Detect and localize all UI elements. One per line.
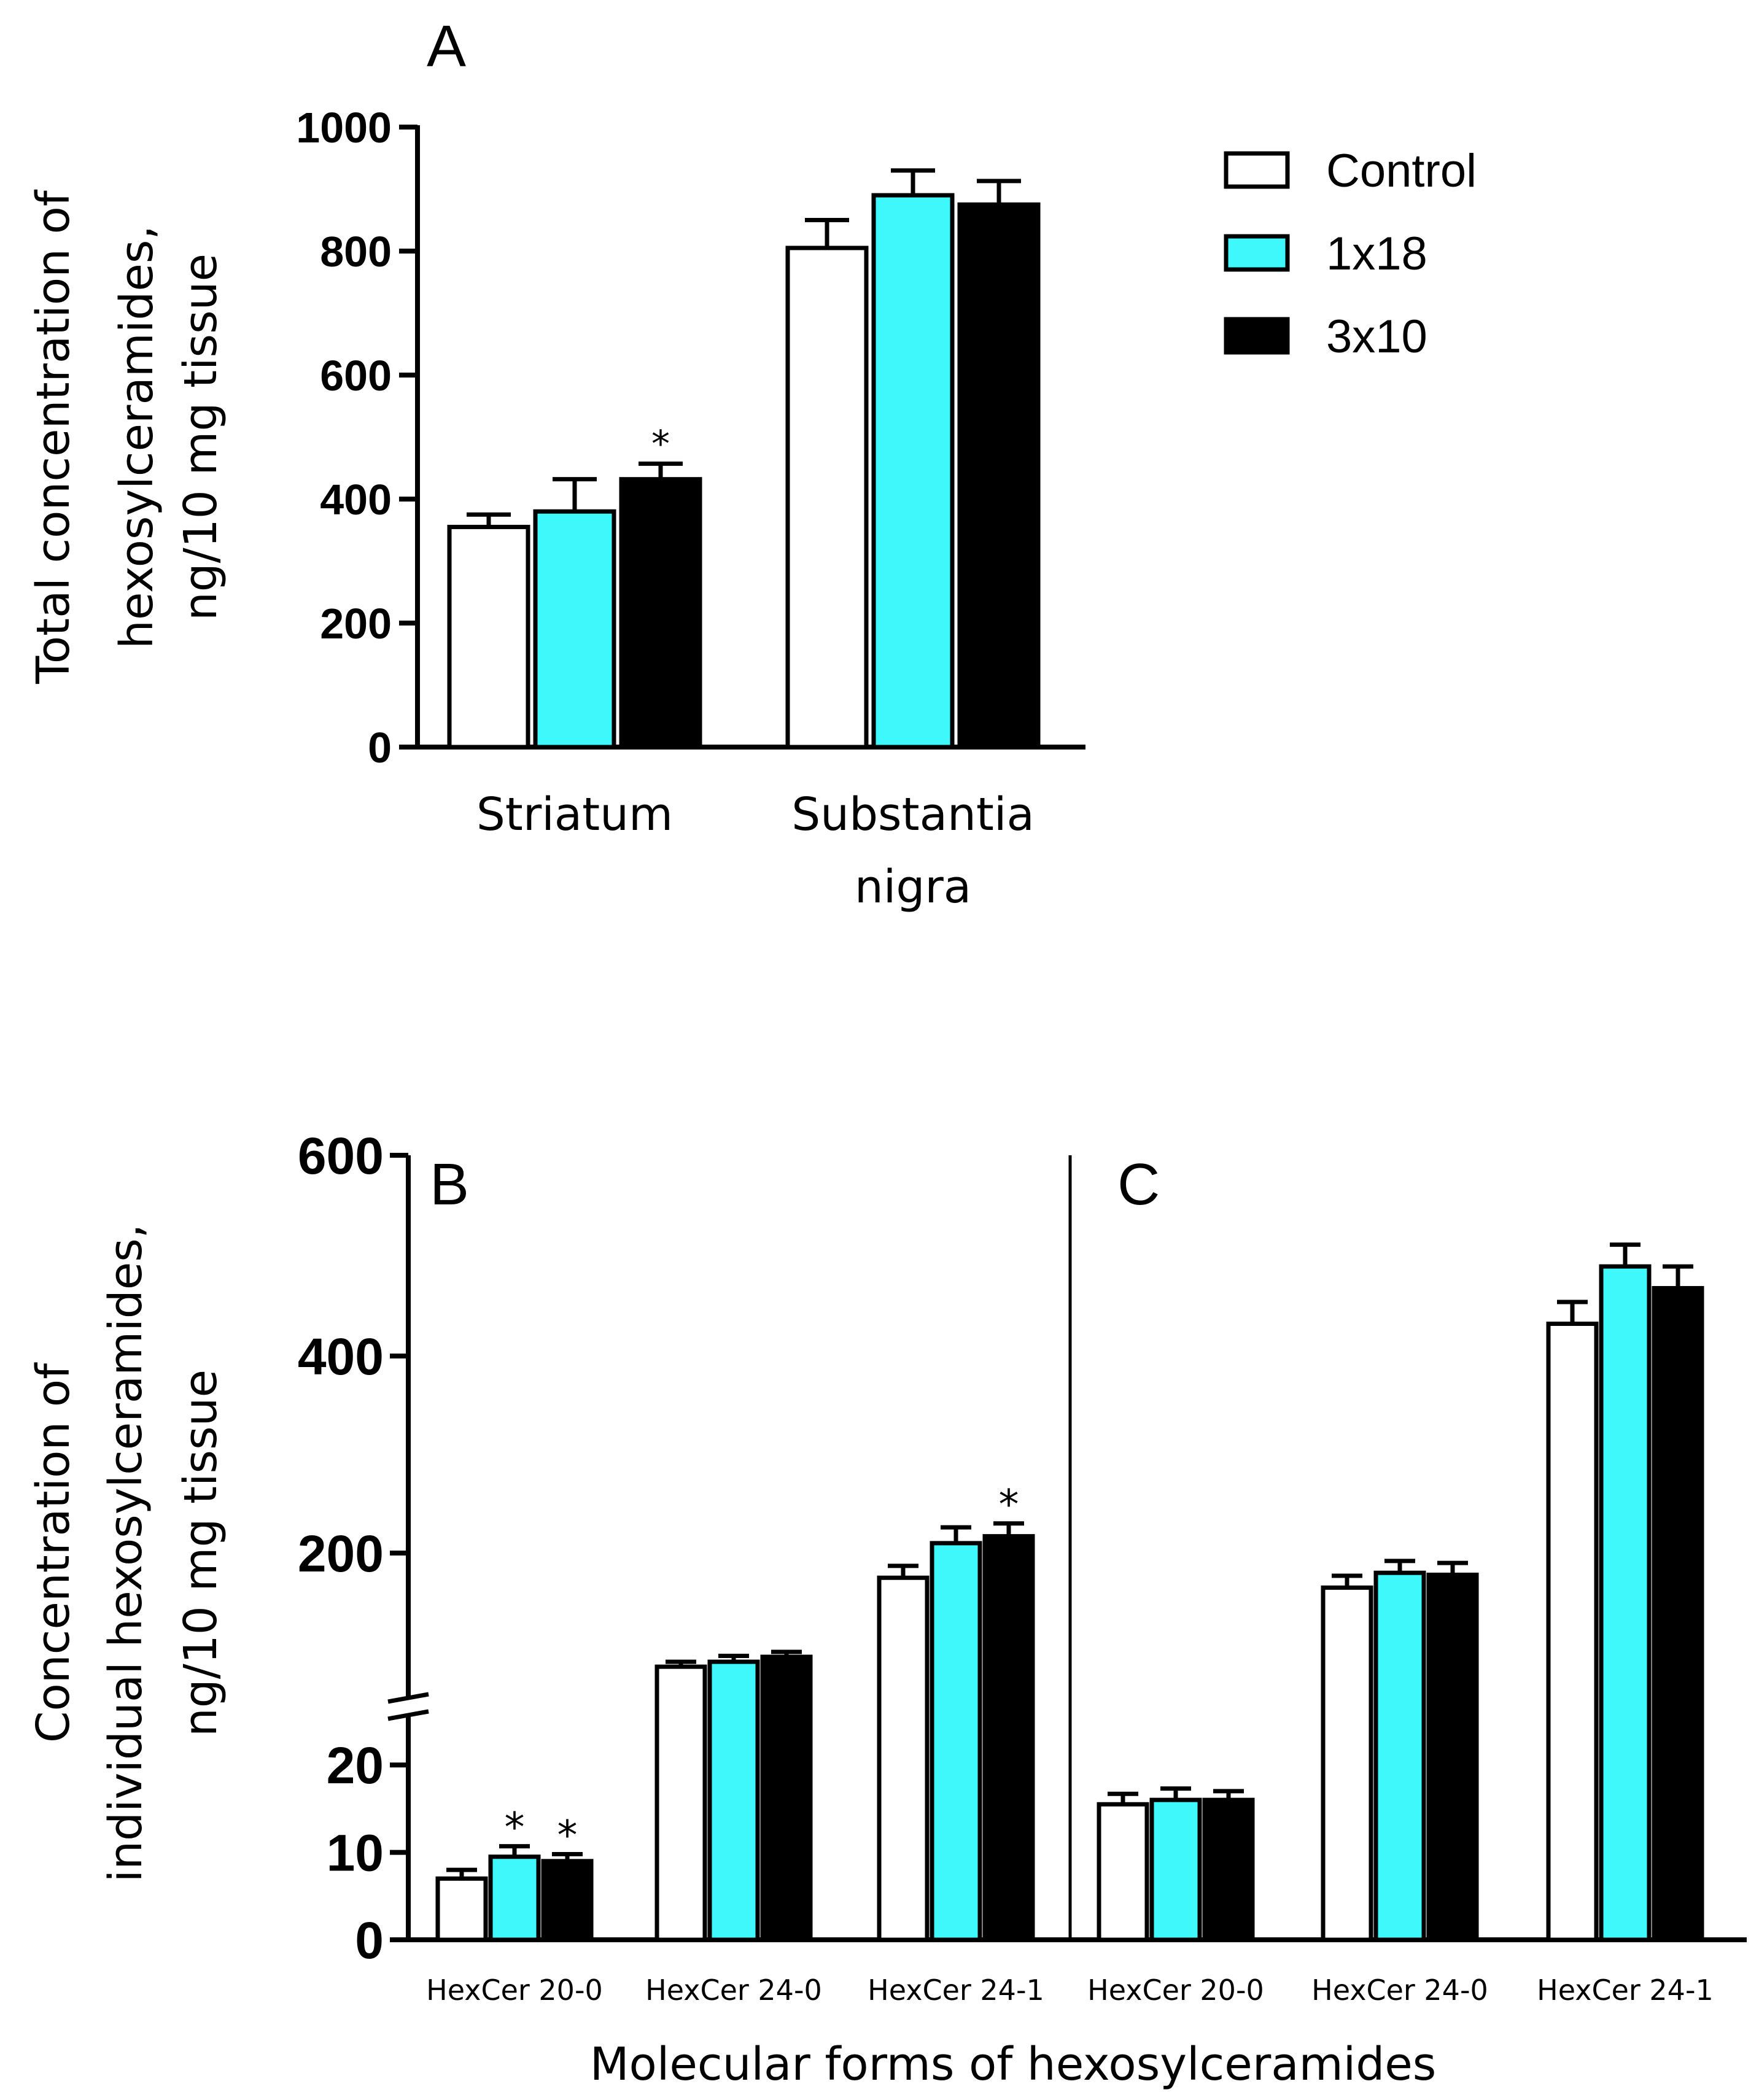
panel-a-y-axis-label: Total concentration of hexosylceramides, n… [27,189,227,684]
panel-b-bar-1x18-2 [930,1541,982,1942]
panel-b-tick-label: 200 [298,1525,384,1583]
panel-b-tick-label: 400 [298,1328,384,1385]
x-axis-label: Molecular forms of hexosylceramides [590,2038,1437,2091]
panel-b-bar-control-0 [435,1876,488,1942]
panel-b-tick-label: 20 [327,1737,384,1794]
panel-b-tick-label: 600 [298,1127,384,1185]
panel-c-category-label: HexCer 20-0 [1087,1974,1264,2007]
panel-b-y-label-line: individual hexosylceramides, [99,1224,152,1883]
panel-b-bar-1x18-1 [707,1659,760,1942]
panel-b-significance-mark: * [999,1481,1019,1529]
panel-b-bar-3x10-2 [982,1534,1035,1942]
panel-label-c: C [1117,1152,1160,1217]
panel-c-bar-control-1 [1321,1585,1373,1942]
legend-label-1x18: 1x18 [1326,228,1427,280]
panel-a-category-label: Striatum [476,788,673,841]
panel-c-category-label: HexCer 24-0 [1311,1974,1488,2007]
panel-c-bar-control-0 [1097,1802,1149,1942]
panel-b-significance-mark: * [505,1804,525,1851]
panel-a-tick-label: 1000 [296,104,392,152]
panel-a-tick-label: 400 [320,476,392,524]
panel-bc-y-axis-label: Concentration of individual hexosylcerami… [27,1224,227,1883]
panel-b-tick-label: 10 [327,1824,384,1882]
panel-a-categories: Striatum Substantia nigra [476,788,1035,913]
panel-a-category-label: nigra [855,861,971,913]
panel-c-bar-3x10-0 [1202,1797,1255,1942]
panel-b-bar-control-2 [877,1575,930,1942]
panel-a-bar-control-1 [785,246,869,750]
panel-a-y-label-line: Total concentration of [27,189,80,684]
panel-b-significance-mark: * [557,1811,578,1859]
panel-bc-categories: HexCer 20-0 HexCer 24-0 HexCer 24-1 HexCer … [426,1974,1714,2007]
legend-swatch-1x18 [1224,234,1290,272]
panel-b-bar-1x18-0 [488,1854,541,1942]
panel-b-bar-3x10-1 [760,1654,813,1942]
panel-label-b: B [430,1152,469,1217]
axis-break-mark-bottom [387,1709,429,1721]
panel-bc-y-ticks: 600 400 200 0 10 20 [298,1127,408,1969]
panel-b-tick-label: 0 [355,1912,384,1969]
legend-label-control: Control [1326,145,1477,197]
panel-c-bar-3x10-2 [1652,1286,1704,1942]
panel-b-bar-3x10-0 [541,1859,594,1942]
legend-swatch-control [1224,151,1290,189]
panel-label-a: A [427,14,466,79]
panel-bc-bars: * * * [435,1242,1704,1942]
panel-a-category-label: Substantia [791,788,1035,841]
panel-c-bar-1x18-1 [1373,1570,1426,1942]
panel-b-y-label-line: Concentration of [27,1362,80,1743]
legend-label-3x10: 3x10 [1326,311,1427,363]
panel-c-bar-control-2 [1546,1321,1599,1942]
panel-a-bar-3x10-0 [619,477,702,750]
panel-c-bar-1x18-2 [1599,1264,1652,1942]
panel-c-bar-3x10-1 [1426,1572,1479,1942]
panel-a-bar-1x18-1 [871,193,955,750]
panel-b-category-label: HexCer 24-0 [645,1974,822,2007]
panel-bc-axes [387,1155,1747,1942]
panel-a-tick-label: 600 [320,352,392,400]
panel-b-bar-control-1 [654,1664,707,1942]
panel-c-category-label: HexCer 24-1 [1537,1974,1714,2007]
panel-a-y-label-line: ng/10 mg tissue [174,254,227,621]
legend: Control 1x18 3x10 [1224,145,1477,363]
panel-a-tick-label: 0 [368,724,392,772]
panel-a-bar-1x18-0 [533,509,616,750]
panel-a-bar-3x10-1 [957,202,1041,750]
panel-a-bar-control-0 [447,524,530,750]
panel-b-category-label: HexCer 20-0 [426,1974,603,2007]
panel-b-y-label-line: ng/10 mg tissue [174,1370,227,1737]
panel-c-bar-1x18-0 [1149,1797,1202,1942]
panel-a-y-label-line: hexosylceramides, [111,225,163,649]
panel-a-tick-label: 800 [320,228,392,276]
panel-a-tick-label: 200 [320,600,392,648]
panel-a-significance-mark: * [651,422,670,465]
panel-a-bars: * [447,168,1041,750]
legend-swatch-3x10 [1224,317,1290,355]
axis-break-mark-top [387,1692,429,1704]
panel-a-y-ticks: 0 200 400 600 800 1000 [296,104,417,772]
panel-b-category-label: HexCer 24-1 [868,1974,1044,2007]
